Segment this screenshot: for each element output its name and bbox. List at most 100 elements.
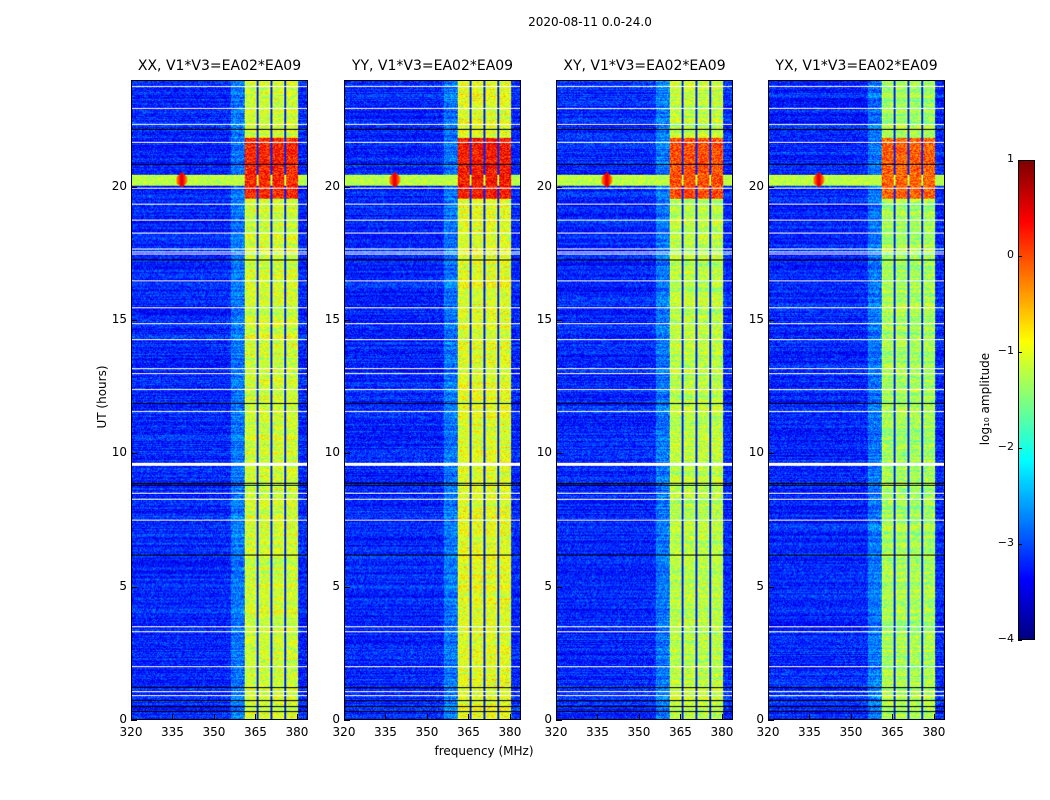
y-tick-label: 5	[756, 578, 764, 593]
x-tick-label: 380	[922, 725, 946, 739]
x-tick	[296, 714, 298, 720]
colorbar-tick	[1018, 160, 1022, 161]
y-axis-label: UT (hours)	[95, 365, 109, 429]
y-tick-label: 5	[544, 578, 552, 593]
x-tick	[131, 714, 132, 720]
y-tick	[556, 586, 562, 588]
x-tick	[556, 714, 557, 720]
y-tick	[131, 720, 137, 721]
y-tick	[768, 186, 774, 188]
x-tick	[721, 714, 723, 720]
x-tick-label: 350	[627, 725, 651, 739]
panel-yx: YX, V1*V3=EA02*EA09	[768, 58, 945, 720]
x-tick	[172, 714, 174, 720]
colorbar-tick	[1018, 448, 1022, 449]
panel-title: XY, V1*V3=EA02*EA09	[563, 58, 726, 74]
y-tick-label: 20	[536, 178, 552, 193]
x-axis-label: frequency (MHz)	[434, 744, 534, 758]
x-tick-label: 335	[374, 725, 397, 739]
x-tick-label: 365	[881, 725, 904, 739]
x-tick-label: 380	[285, 725, 309, 739]
x-tick-label: 365	[244, 725, 267, 739]
y-tick	[768, 720, 774, 721]
x-tick-label: 350	[415, 725, 439, 739]
x-tick	[426, 714, 428, 720]
panel-yy: YY, V1*V3=EA02*EA09	[344, 58, 521, 720]
y-tick	[344, 586, 350, 588]
colorbar-tick-label: 1	[1007, 152, 1014, 165]
y-tick-label: 20	[324, 178, 340, 193]
x-tick	[468, 714, 470, 720]
colorbar	[1018, 160, 1035, 640]
y-tick	[131, 586, 137, 588]
y-tick	[131, 453, 137, 455]
y-tick	[768, 586, 774, 588]
y-tick	[344, 186, 350, 188]
y-tick-label: 0	[119, 712, 127, 726]
colorbar-tick-label: −4	[997, 632, 1014, 645]
heatmap-xy	[556, 80, 733, 720]
y-tick	[556, 320, 562, 321]
x-tick-label: 350	[839, 725, 863, 739]
x-tick-label: 365	[457, 725, 480, 739]
y-tick-label: 10	[324, 445, 340, 460]
colorbar-label: log₁₀ amplitude	[978, 352, 992, 446]
x-tick-label: 350	[202, 725, 226, 739]
colorbar-tick	[1018, 352, 1022, 353]
y-tick-label: 10	[748, 445, 764, 460]
y-tick	[344, 720, 350, 721]
x-tick-label: 365	[669, 725, 692, 739]
x-tick	[597, 714, 599, 720]
panel-xx: XX, V1*V3=EA02*EA09	[131, 58, 308, 720]
x-tick	[809, 714, 811, 720]
y-tick	[344, 453, 350, 455]
x-tick-label: 320	[756, 725, 780, 739]
panel-xy: XY, V1*V3=EA02*EA09	[556, 58, 733, 720]
x-tick	[638, 714, 640, 720]
x-tick	[933, 714, 935, 720]
panel-title: YY, V1*V3=EA02*EA09	[351, 58, 514, 74]
y-tick	[131, 186, 137, 188]
x-tick	[680, 714, 682, 720]
x-tick	[892, 714, 894, 720]
x-tick	[255, 714, 257, 720]
y-tick	[556, 186, 562, 188]
colorbar-tick-label: −2	[997, 440, 1014, 453]
x-tick	[768, 714, 769, 720]
panel-title: XX, V1*V3=EA02*EA09	[137, 58, 302, 74]
y-tick-label: 10	[536, 445, 552, 460]
x-tick	[385, 714, 387, 720]
x-tick-label: 335	[586, 725, 609, 739]
x-tick	[509, 714, 511, 720]
y-tick-label: 5	[332, 578, 340, 593]
y-tick-label: 15	[324, 312, 340, 326]
panel-title: YX, V1*V3=EA02*EA09	[775, 58, 938, 74]
y-tick-label: 0	[544, 712, 552, 726]
y-tick-label: 15	[536, 312, 552, 326]
y-tick-label: 10	[111, 445, 127, 460]
y-tick	[556, 453, 562, 455]
figure-title: 2020-08-11 0.0-24.0	[528, 15, 652, 29]
x-tick-label: 320	[332, 725, 356, 739]
y-tick	[131, 320, 137, 321]
colorbar-tick	[1018, 256, 1022, 257]
y-tick-label: 15	[748, 312, 764, 326]
x-tick	[344, 714, 345, 720]
colorbar-tick-label: −1	[997, 344, 1014, 357]
y-tick	[768, 320, 774, 321]
heatmap-yx	[768, 80, 945, 720]
y-tick	[344, 320, 350, 321]
y-tick	[556, 720, 562, 721]
x-tick-label: 320	[544, 725, 568, 739]
y-tick	[768, 453, 774, 455]
y-tick-label: 20	[111, 178, 127, 193]
y-tick-label: 0	[756, 712, 764, 726]
colorbar-tick	[1018, 640, 1022, 641]
x-tick	[850, 714, 852, 720]
colorbar-tick-label: 0	[1007, 248, 1014, 261]
y-tick-label: 0	[332, 712, 340, 726]
y-tick-label: 20	[748, 178, 764, 193]
heatmap-xx	[131, 80, 308, 720]
colorbar-tick-label: −3	[997, 536, 1014, 549]
